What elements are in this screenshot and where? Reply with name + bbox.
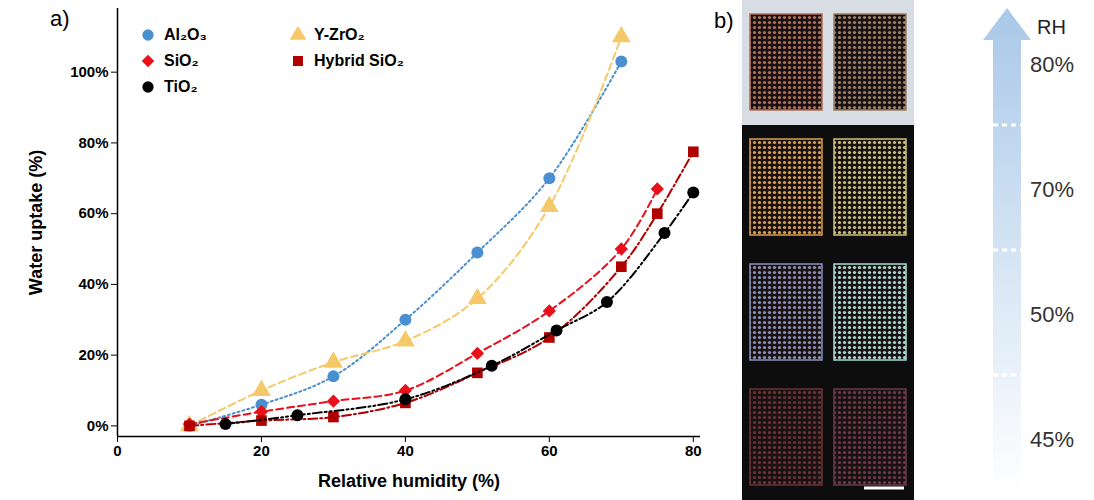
svg-text:Relative humidity (%): Relative humidity (%) <box>318 471 500 491</box>
svg-text:60: 60 <box>541 442 558 459</box>
svg-text:45%: 45% <box>1030 427 1074 452</box>
svg-text:20%: 20% <box>78 346 108 363</box>
svg-text:100%: 100% <box>70 63 108 80</box>
svg-text:80: 80 <box>685 442 702 459</box>
svg-text:RH: RH <box>1037 16 1066 38</box>
svg-text:Water uptake (%): Water uptake (%) <box>26 150 46 295</box>
html-text:Y-ZrO₂: Y-ZrO₂ <box>314 26 365 43</box>
html-text:Hybrid SiO₂: Hybrid SiO₂ <box>314 52 404 69</box>
html-text:TiO₂: TiO₂ <box>164 78 198 95</box>
svg-text:80%: 80% <box>78 134 108 151</box>
svg-text:0%: 0% <box>87 417 109 434</box>
svg-text:40%: 40% <box>78 275 108 292</box>
html-text:a): a) <box>50 6 70 31</box>
svg-text:70%: 70% <box>1030 177 1074 202</box>
svg-text:50%: 50% <box>1030 302 1074 327</box>
svg-text:20: 20 <box>253 442 270 459</box>
svg-text:0: 0 <box>113 442 121 459</box>
svg-text:40: 40 <box>397 442 414 459</box>
svg-text:80%: 80% <box>1030 52 1074 77</box>
html-text:SiO₂: SiO₂ <box>164 52 199 69</box>
html-text:Al₂O₃: Al₂O₃ <box>164 26 207 43</box>
svg-text:60%: 60% <box>78 204 108 221</box>
svg-text:b): b) <box>714 8 734 33</box>
